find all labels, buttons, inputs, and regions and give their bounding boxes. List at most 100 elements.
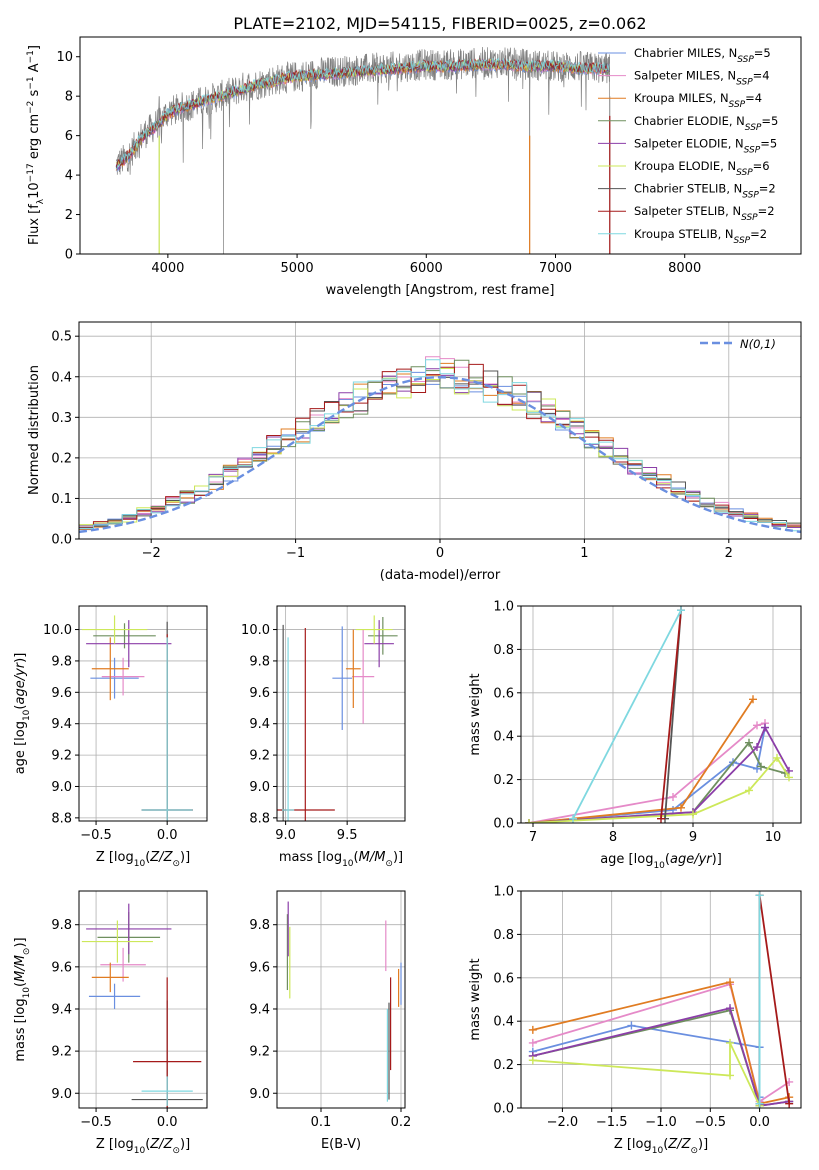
y-tick-label: 0.0 — [51, 533, 72, 548]
errorbar-point — [101, 657, 145, 696]
errorbar-point — [86, 620, 172, 668]
y-tick-label: 4 — [65, 169, 73, 184]
x-axis-label: age [log10(age/yr)] — [600, 852, 722, 871]
y-tick-label: 9.0 — [249, 1087, 270, 1102]
series-line — [532, 1007, 790, 1107]
errorbar-point — [281, 637, 295, 821]
y-tick-label: 9.8 — [249, 918, 270, 933]
errorbar-point — [332, 626, 353, 730]
x-tick-label: 9.5 — [337, 828, 358, 843]
series-line — [572, 609, 682, 820]
y-tick-label: 0.6 — [493, 686, 514, 701]
mass-weight-series — [755, 891, 794, 1108]
y-tick-label: 9.2 — [249, 749, 270, 764]
x-tick-label: 0.2 — [391, 1115, 412, 1130]
model-spectrum-line — [115, 57, 610, 167]
axes-frame — [78, 890, 208, 1109]
chart-mass-vs-Z: −0.5 0.0 9.0 9.2 9.4 9.6 9.8 Z [log10(Z/Z⊙)] mas… — [13, 890, 208, 1156]
series-line — [532, 1042, 761, 1107]
y-tick-label: 9.2 — [51, 1045, 72, 1060]
chart-massweight-vs-Z: −2.0 −1.5 −1.0 −0.5 0.0 0.0 0.2 0.4 0.6 0.8 1.0 Z [… — [468, 885, 802, 1156]
series-marker — [757, 762, 765, 771]
y-tick-label: 0.3 — [51, 411, 72, 426]
plot-area-mass-vs-Z — [81, 903, 203, 1108]
y-tick-label: 0.2 — [493, 773, 514, 788]
errorbar-point — [355, 615, 393, 644]
x-tick-label: 0.1 — [311, 1115, 332, 1130]
legend-label: Chabrier STELIB, NSSP=2 — [634, 182, 776, 201]
axes-frame — [78, 605, 208, 822]
x-tick-label: −2.0 — [547, 1115, 579, 1130]
y-tick-label: 9.0 — [249, 780, 270, 795]
legend-label: Chabrier MILES, NSSP=5 — [634, 46, 771, 65]
series-marker — [657, 814, 665, 823]
y-tick-label: 8 — [65, 90, 73, 105]
y-tick-label: 9.8 — [249, 654, 270, 669]
y-tick-label: 0.0 — [493, 817, 514, 832]
legend-label: Kroupa STELIB, NSSP=2 — [634, 227, 767, 246]
x-tick-label: 7 — [529, 830, 537, 845]
y-tick-label: 0.4 — [493, 730, 514, 745]
y-tick-label: 9.8 — [51, 654, 72, 669]
chart-spectrum: 4000 5000 6000 7000 8000 0 2 4 6 8 10 PLATE=2102, M… — [26, 14, 802, 298]
x-tick-label: −2 — [142, 546, 161, 561]
y-tick-label: 9.8 — [51, 918, 72, 933]
x-axis-label: Z [log10(Z/Z⊙)] — [614, 1137, 708, 1156]
y-tick-label: 0.2 — [493, 1058, 514, 1073]
series-marker — [726, 978, 735, 987]
errorbar-point — [352, 629, 375, 724]
legend-label: Salpeter STELIB, NSSP=2 — [634, 204, 775, 223]
y-axis-label: Normed distribution — [27, 365, 42, 495]
legend-label: Kroupa ELODIE, NSSP=6 — [634, 159, 770, 178]
y-tick-label: 0.2 — [51, 451, 72, 466]
y-tick-label: 0.6 — [493, 971, 514, 986]
y-tick-label: 0.8 — [493, 643, 514, 658]
y-tick-label: 9.4 — [249, 1002, 270, 1017]
x-axis-label: Z [log10(Z/Z⊙)] — [96, 1137, 190, 1156]
y-tick-label: 9.2 — [51, 749, 72, 764]
axes-frame — [79, 36, 802, 255]
series-marker — [528, 1056, 537, 1065]
x-tick-label: 7000 — [539, 261, 572, 276]
y-tick-label: 0.5 — [51, 330, 72, 345]
y-tick-label: 0.4 — [51, 370, 72, 385]
x-tick-label: 8000 — [668, 261, 701, 276]
y-axis-label: age [log10(age/yr)] — [13, 653, 32, 775]
series-marker — [755, 1099, 764, 1108]
x-tick-label: 0 — [436, 546, 444, 561]
y-tick-label: 0.4 — [493, 1015, 514, 1030]
series-marker — [669, 792, 677, 801]
mass-weight-series — [528, 1038, 764, 1108]
series-marker — [726, 1038, 735, 1047]
errorbar-point — [364, 620, 394, 668]
x-axis-label: (data-model)/error — [380, 568, 501, 583]
x-tick-label: 9 — [689, 830, 697, 845]
y-tick-label: 2 — [65, 208, 73, 223]
x-tick-label: 0.0 — [157, 1115, 178, 1130]
plot-area-mass-vs-EBV — [286, 901, 402, 1102]
x-axis-label: E(B-V) — [321, 1137, 361, 1152]
series-marker — [528, 1038, 537, 1047]
axes-frame — [276, 605, 406, 822]
y-tick-label: 9.2 — [249, 1045, 270, 1060]
gaussian-curve — [79, 375, 801, 534]
y-tick-label: 9.4 — [51, 1002, 72, 1017]
chart-massweight-vs-age: 7 8 9 10 0.0 0.2 0.4 0.6 0.8 1.0 age [log10(age/yr… — [468, 600, 802, 871]
series-line — [660, 610, 682, 819]
series-marker — [749, 695, 757, 704]
plot-area-massweight-vs-Z — [528, 891, 794, 1108]
y-axis-label: mass weight — [468, 673, 483, 755]
plot-area-spectrum — [115, 46, 611, 254]
chart-legend: Chabrier MILES, NSSP=5 Salpeter MILES, NS… — [598, 46, 778, 246]
x-tick-label: 2 — [725, 546, 733, 561]
x-tick-label: −0.5 — [80, 828, 112, 843]
series-marker — [753, 743, 761, 752]
series-marker — [726, 1071, 735, 1080]
x-tick-label: 6000 — [410, 261, 443, 276]
x-axis-label: Z [log10(Z/Z⊙)] — [96, 850, 190, 869]
plot-area-massweight-vs-age — [525, 606, 793, 823]
x-tick-label: 0.0 — [157, 828, 178, 843]
errorbar-point — [141, 637, 193, 821]
series-line — [758, 895, 791, 1104]
